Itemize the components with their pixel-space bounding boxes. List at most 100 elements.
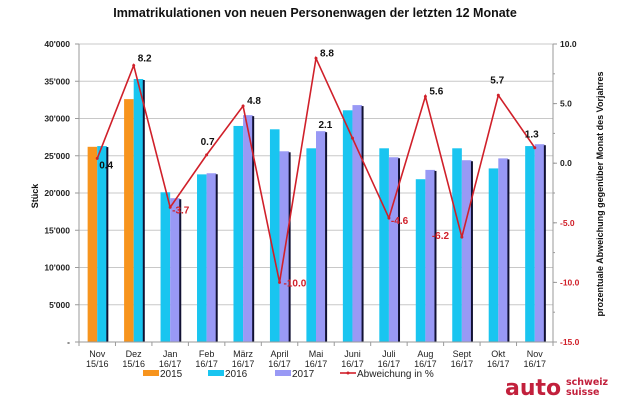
deviation-point	[423, 94, 427, 98]
bar-shadow	[179, 199, 182, 342]
data-label: -4.6	[391, 216, 409, 227]
bar-2017	[170, 198, 180, 342]
data-label: 1.3	[525, 130, 539, 141]
data-label: 8.2	[138, 53, 152, 64]
x-axis-labels: Nov15/16Dez15/16Jan16/17Feb16/17März16/1…	[86, 349, 546, 369]
x-label-period: 16/17	[341, 359, 364, 369]
deviation-point	[314, 56, 318, 60]
bar-2015	[124, 99, 134, 342]
legend-label: 2017	[292, 369, 315, 380]
deviation-point	[95, 156, 99, 160]
logo-suisse: suisse	[566, 387, 599, 398]
x-label-month: Nov	[527, 349, 544, 359]
bar-shadow	[252, 116, 255, 343]
y2-tick-label: 0.0	[560, 158, 572, 168]
bar-2016	[342, 110, 353, 343]
bar-2017	[388, 157, 399, 342]
x-label-period: 15/16	[86, 359, 109, 369]
bar-shadow	[142, 80, 145, 342]
bar-2017	[461, 160, 472, 342]
legend-label: 2016	[225, 369, 248, 380]
deviation-point	[533, 146, 537, 150]
y-tick-label: 35'000	[44, 76, 70, 86]
x-label-period: 16/17	[305, 359, 328, 369]
data-label: -3.7	[172, 205, 190, 216]
x-label-period: 16/17	[159, 359, 182, 369]
deviation-point	[205, 153, 209, 157]
bar-shadow	[361, 106, 364, 342]
y-tick-label: 10'000	[44, 263, 70, 273]
data-labels: 0.4 8.2 -3.7 0.7 4.8 -10.0 8.8 2.1 -4.6 5.6 -6.2 5.…	[99, 48, 539, 289]
x-label-month: Mai	[309, 349, 324, 359]
legend: 2015 2016 2017 Abweichung in %	[143, 369, 434, 380]
legend-marker-2015	[143, 370, 159, 376]
data-label: 8.8	[320, 48, 334, 59]
y2-tick-label: -15.0	[560, 337, 580, 347]
deviation-point	[460, 235, 464, 239]
data-label: 2.1	[318, 120, 332, 131]
chart-title: Immatrikulationen von neuen Personenwage…	[113, 6, 517, 20]
bar-2015	[87, 146, 98, 342]
data-label: 5.7	[490, 75, 504, 86]
deviation-point	[278, 280, 282, 284]
deviation-point	[168, 205, 172, 209]
y-tick-label: 30'000	[44, 114, 70, 124]
bar-2016	[269, 129, 280, 342]
x-label-period: 16/17	[268, 359, 291, 369]
deviation-point	[241, 104, 245, 108]
deviation-point	[387, 216, 391, 220]
deviation-line	[95, 55, 537, 284]
x-label-period: 16/17	[487, 359, 510, 369]
data-label: 0.4	[99, 160, 113, 171]
bar-shadow	[325, 132, 328, 342]
x-label-month: Sept	[453, 349, 472, 359]
y-axis-title: Stück	[30, 183, 40, 209]
deviation-point	[132, 63, 136, 67]
legend-marker-2016	[208, 370, 224, 376]
x-label-month: April	[271, 349, 289, 359]
data-label: 4.8	[247, 96, 261, 107]
legend-marker-point	[346, 371, 350, 375]
x-label-period: 16/17	[414, 359, 437, 369]
x-label-period: 16/17	[232, 359, 255, 369]
x-label-month: Dez	[126, 349, 143, 359]
y2-tick-label: 5.0	[560, 99, 572, 109]
bar-2017	[425, 169, 435, 342]
bar-2016	[525, 146, 535, 342]
y-tick-label: 25'000	[44, 151, 70, 161]
y2-axis-title: prozentuale Abweichung gegenüber Monat d…	[595, 71, 605, 316]
y-tick-label: 15'000	[44, 225, 70, 235]
x-label-month: Nov	[89, 349, 106, 359]
bar-2017	[279, 151, 290, 342]
bar-2017	[243, 115, 253, 343]
y-tick-label: 20'000	[44, 188, 70, 198]
bar-2016	[452, 148, 462, 342]
bar-2017	[352, 105, 363, 342]
data-label: -6.2	[432, 231, 450, 242]
bar-shadow	[434, 170, 437, 342]
bar-2016	[415, 179, 426, 342]
bar-2017	[206, 173, 217, 342]
x-label-month: März	[233, 349, 253, 359]
bar-2016	[233, 125, 244, 342]
legend-label: Abweichung in %	[357, 369, 434, 380]
y-tick-label: -	[67, 337, 70, 347]
bar-2017	[498, 158, 508, 342]
logo-auto: auto	[505, 376, 561, 401]
legend-marker-2017	[275, 370, 291, 376]
bar-shadow	[398, 158, 401, 342]
bar-2016	[133, 79, 144, 342]
bar-shadow	[215, 174, 218, 342]
legend-label: 2015	[160, 369, 183, 380]
bar-shadow	[106, 147, 109, 342]
x-label-month: Jan	[163, 349, 178, 359]
y2-tick-label: -10.0	[560, 277, 580, 287]
bar-2016	[160, 192, 171, 342]
y-tick-label: 40'000	[44, 39, 70, 49]
logo-schweiz: schweiz	[566, 377, 609, 388]
x-label-period: 16/17	[195, 359, 218, 369]
bar-2017	[534, 144, 545, 342]
x-label-month: Juli	[382, 349, 396, 359]
data-label: 5.6	[429, 86, 443, 97]
x-label-period: 16/17	[378, 359, 401, 369]
